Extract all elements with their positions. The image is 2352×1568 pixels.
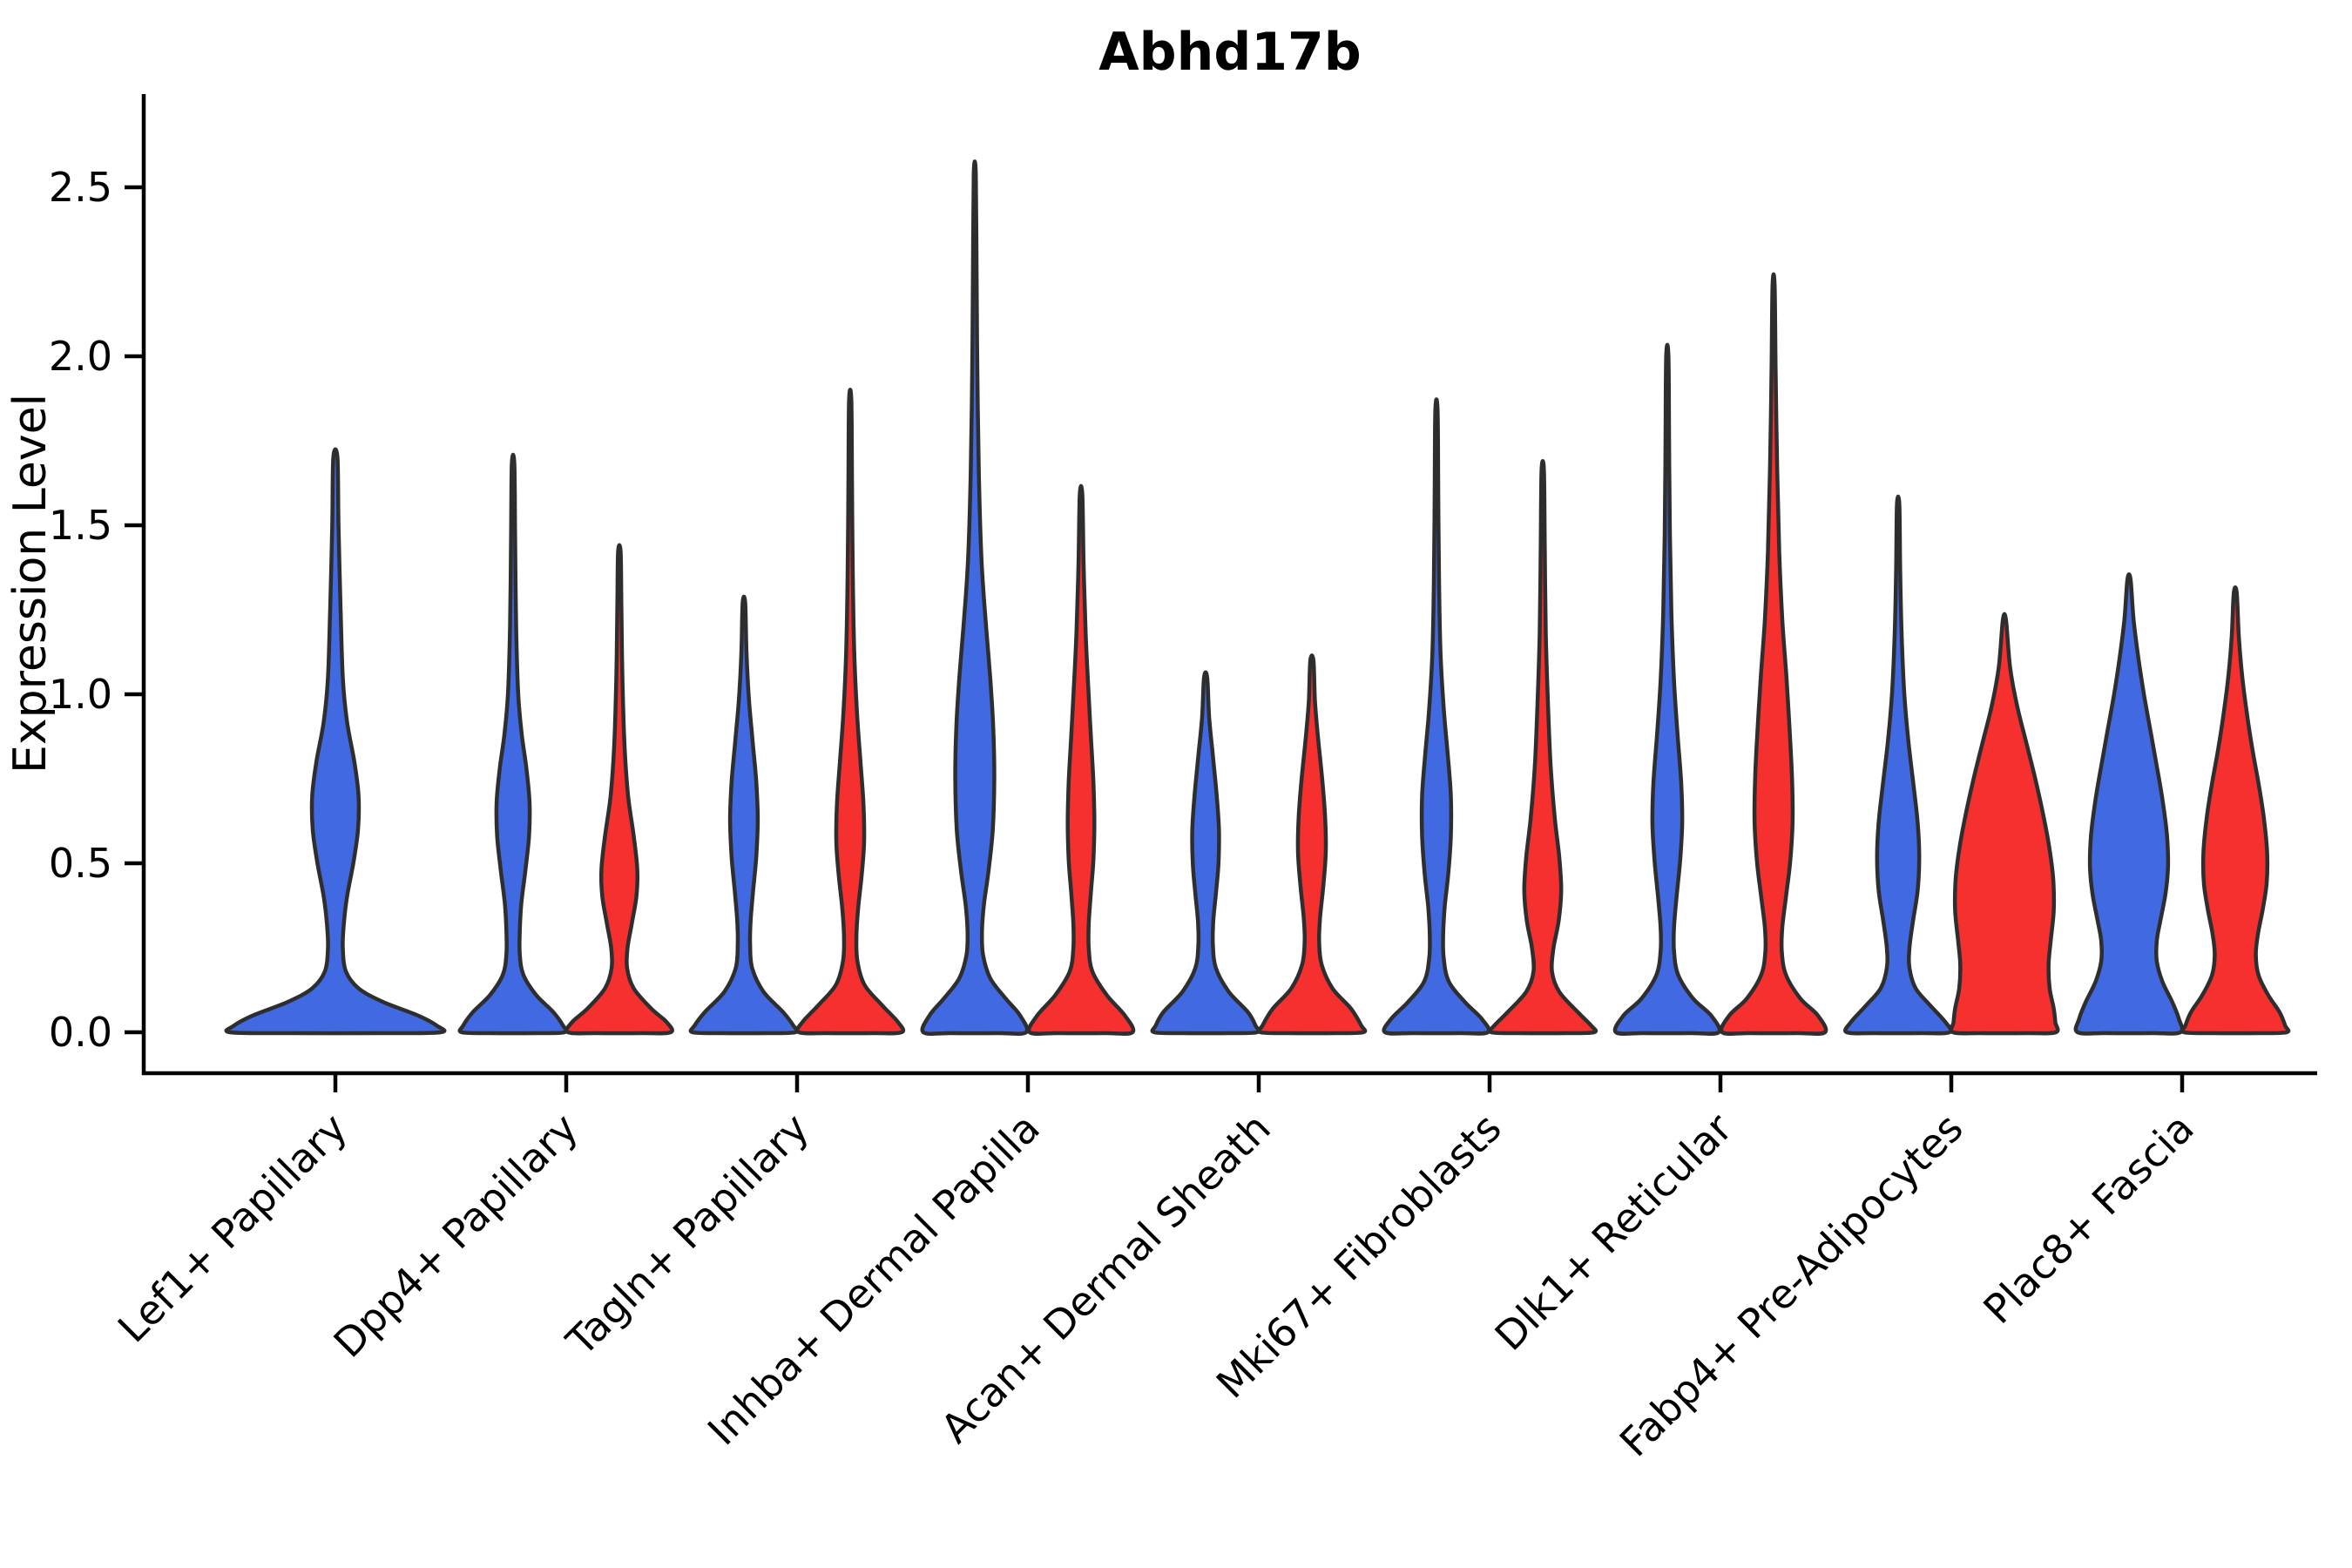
y-axis-label: Expression Level	[4, 394, 57, 774]
y-tick-label: 2.5	[49, 164, 112, 211]
y-tick-label: 1.5	[49, 502, 112, 549]
x-tick-label-dlk1-reticular: Dlk1+ Reticular	[1486, 1105, 1741, 1360]
chart-title: Abhd17b	[1098, 22, 1362, 83]
x-tick-label-lef1-papillary: Lef1+ Papillary	[109, 1105, 356, 1352]
violin-fabp4-pre-adipocytes-red	[1949, 612, 2060, 1036]
violin-inhba-dermal-papilla-red	[1026, 483, 1136, 1037]
x-tick-label-dpp4-papillary: Dpp4+ Papillary	[325, 1105, 587, 1367]
violin-acan-dermal-sheath-red	[1256, 653, 1368, 1036]
violin-fabp4-pre-adipocytes-blue	[1843, 494, 1953, 1036]
violin-inhba-dermal-papilla-blue	[920, 159, 1030, 1037]
x-tick-label-plac8-fascia: Plac8+ Fascia	[1974, 1105, 2202, 1333]
violin-dpp4-papillary-red	[564, 543, 674, 1036]
violin-lef1-papillary-blue	[224, 447, 447, 1036]
violin-plac8-fascia-blue	[2073, 572, 2185, 1036]
violin-mki67-fibroblasts-red	[1487, 459, 1598, 1036]
axes	[125, 94, 2317, 1092]
y-tick-label: 0.0	[49, 1009, 112, 1056]
violin-acan-dermal-sheath-blue	[1150, 670, 1261, 1036]
violin-mki67-fibroblasts-blue	[1382, 397, 1491, 1036]
y-tick-label: 2.0	[49, 333, 112, 380]
violins	[224, 159, 2291, 1037]
violin-dpp4-papillary-blue	[457, 452, 569, 1036]
violin-dlk1-reticular-blue	[1612, 342, 1722, 1037]
violin-tagln-papillary-blue	[688, 594, 800, 1036]
violin-plac8-fascia-red	[2180, 585, 2291, 1036]
violin-tagln-papillary-red	[794, 388, 906, 1036]
y-tick-label: 1.0	[49, 671, 112, 718]
x-tick-label-tagln-papillary: Tagln+ Papillary	[557, 1105, 818, 1366]
axis-spines	[141, 94, 2317, 1076]
violin-dlk1-reticular-red	[1719, 272, 1828, 1037]
y-tick-label: 0.5	[49, 840, 112, 887]
